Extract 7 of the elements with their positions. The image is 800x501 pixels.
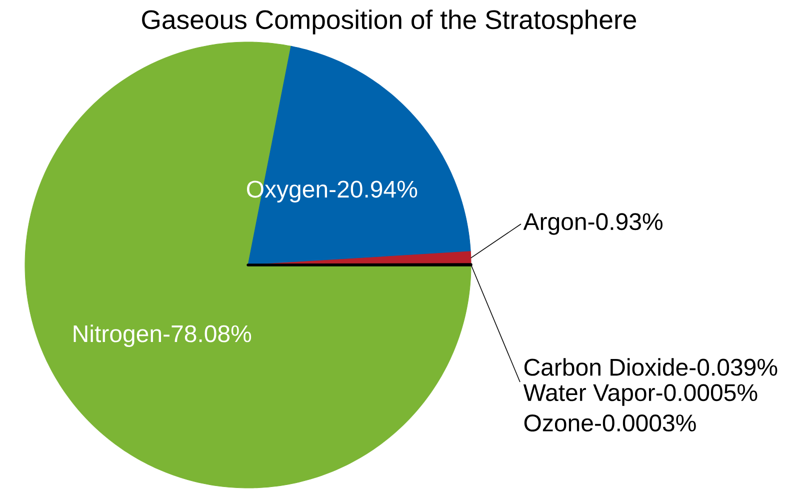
- category-label: Ozone-0.0003%: [524, 414, 696, 432]
- slice-label: Oxygen-20.94%: [246, 180, 418, 202]
- category-label: Water Vapor-0.0005%: [523, 384, 758, 406]
- slice-label: Argon-0.93%: [523, 213, 662, 235]
- slice-label: Nitrogen-78.08%: [74, 324, 252, 348]
- slice-label: Carbon Dioxide-0.039%: [524, 358, 778, 376]
- chart-title: Gaseous Composition of the Stratosphere: [142, 10, 636, 34]
